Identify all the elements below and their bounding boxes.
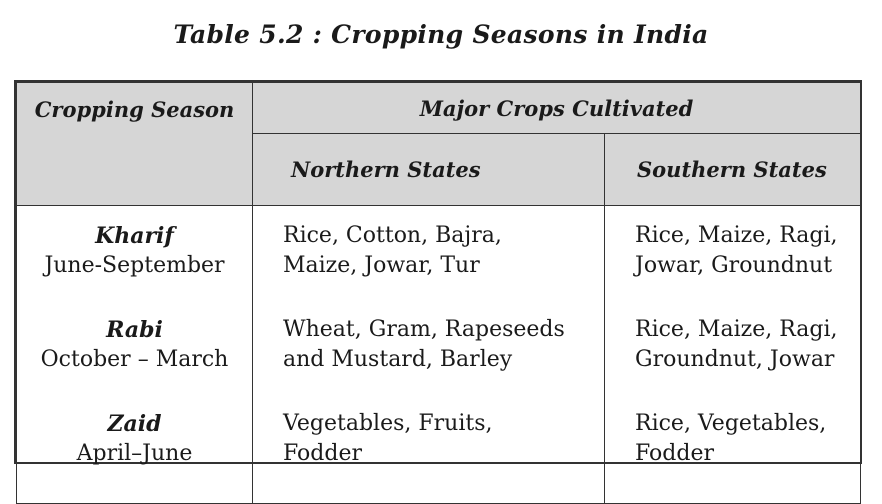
season-cell-rabi: Rabi October – March	[17, 315, 252, 409]
crop-line: Fodder	[283, 441, 363, 466]
crop-line: Groundnut, Jowar	[635, 347, 835, 372]
crop-line: Rice, Maize, Ragi,	[635, 317, 838, 342]
season-name: Rabi	[106, 317, 163, 343]
northern-crops-zaid: Vegetables, Fruits, Fodder	[283, 409, 604, 503]
crop-seasons-table: Cropping Season Major Crops Cultivated N…	[14, 80, 862, 504]
table-body-row: Kharif June-September Rabi October – Mar…	[16, 205, 862, 504]
crop-line: Fodder	[635, 441, 715, 466]
season-period: June-September	[44, 253, 225, 278]
southern-crops-zaid: Rice, Vegetables, Fodder	[635, 409, 860, 503]
southern-crops-kharif: Rice, Maize, Ragi, Jowar, Groundnut	[635, 221, 860, 315]
crop-line: Jowar, Groundnut	[635, 253, 833, 278]
season-cell-zaid: Zaid April–June	[17, 409, 252, 503]
header-cropping-season: Cropping Season	[16, 82, 253, 206]
season-name: Zaid	[107, 411, 162, 437]
northern-crops-rabi: Wheat, Gram, Rapeseeds and Mustard, Barl…	[283, 315, 604, 409]
southern-crops-rabi: Rice, Maize, Ragi, Groundnut, Jowar	[635, 315, 860, 409]
crop-line: Maize, Jowar, Tur	[283, 253, 480, 278]
season-period: April–June	[76, 441, 193, 466]
header-row-2: Northern States Southern States	[17, 133, 862, 206]
table-title: Table 5.2 : Cropping Seasons in India	[173, 20, 709, 49]
header-row-1: Cropping Season Major Crops Cultivated	[16, 82, 862, 206]
season-cell-kharif: Kharif June-September	[17, 221, 252, 315]
crop-line: Wheat, Gram, Rapeseeds	[283, 317, 565, 342]
season-name: Kharif	[95, 223, 174, 249]
northern-column: Rice, Cotton, Bajra, Maize, Jowar, Tur W…	[252, 205, 605, 504]
season-column: Kharif June-September Rabi October – Mar…	[16, 205, 253, 504]
header-northern-states: Northern States	[252, 133, 605, 206]
crop-line: Vegetables, Fruits,	[283, 411, 493, 436]
crop-line: Rice, Vegetables,	[635, 411, 827, 436]
table: Cropping Season Major Crops Cultivated N…	[16, 82, 862, 504]
header-major-crops: Major Crops Cultivated	[251, 82, 862, 134]
crop-line: and Mustard, Barley	[283, 347, 513, 372]
southern-column: Rice, Maize, Ragi, Jowar, Groundnut Rice…	[603, 205, 862, 504]
header-southern-states: Southern States	[603, 133, 862, 206]
crop-line: Rice, Maize, Ragi,	[635, 223, 838, 248]
crop-line: Rice, Cotton, Bajra,	[283, 223, 502, 248]
northern-crops-kharif: Rice, Cotton, Bajra, Maize, Jowar, Tur	[283, 221, 604, 315]
season-period: October – March	[40, 347, 229, 372]
